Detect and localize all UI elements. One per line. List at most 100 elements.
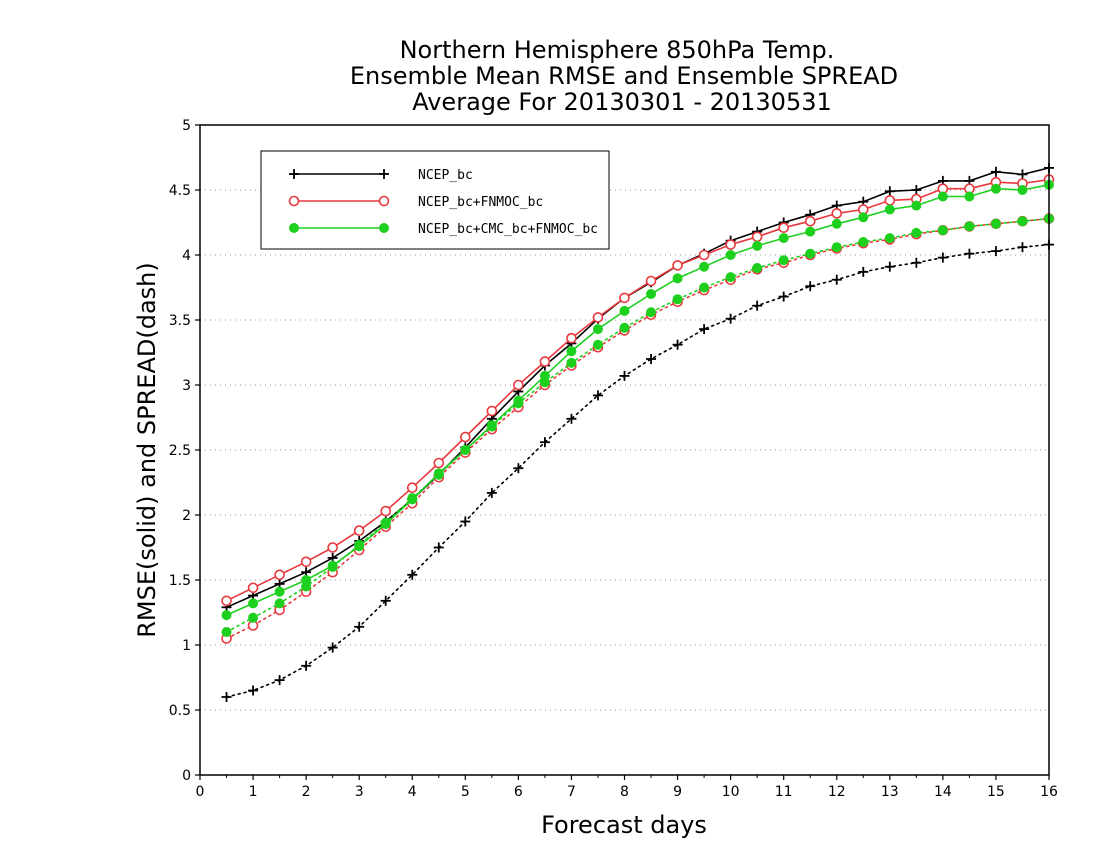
series-0-spread-point-13: [566, 413, 577, 424]
series-2-spread-point-2: [274, 598, 285, 609]
series-1-rmse-point-0: [221, 595, 232, 607]
series-2-spread-point-29: [990, 218, 1001, 229]
series-0-spread-point-26: [911, 257, 922, 268]
series-0-spread-point-21: [778, 291, 789, 302]
y-tick-label-4: 2: [182, 508, 191, 524]
series-1-rmse-point-15: [619, 292, 630, 304]
series-1-rmse-point-25: [884, 195, 896, 206]
series-2-rmse-point-9: [460, 445, 471, 455]
x-tick-label-13: 13: [881, 784, 899, 800]
series-2-spread-point-14: [592, 339, 603, 350]
series-0-rmse-point-30: [1017, 169, 1028, 180]
series-2-rmse-point-15: [619, 305, 630, 316]
legend-marker-end-2: [379, 223, 389, 233]
series-2-rmse-point-1: [248, 598, 259, 609]
x-tick-label-14: 14: [934, 784, 952, 800]
legend: NCEP_bc NCEP_bc+FNMOC_bc NCEP_bc+CMC_bc+FN…: [260, 150, 610, 250]
series-0-spread-line: [225, 243, 1050, 698]
series-2-spread-point-15: [619, 322, 630, 333]
series-2-rmse-point-28: [964, 191, 975, 202]
series-0-spread-point-24: [858, 266, 869, 277]
series-0-spread-point-10: [486, 487, 497, 498]
series-2-spread-point-24: [858, 237, 869, 247]
series-1-rmse-point-3: [300, 556, 312, 568]
series-2-spread-point-1: [248, 612, 259, 623]
y-tick-label-9: 4.5: [169, 183, 191, 199]
x-tick-label-8: 8: [620, 784, 629, 800]
series-2-spread-point-22: [805, 248, 816, 259]
series-1-rmse-point-20: [751, 231, 763, 243]
series-2-spread-point-19: [725, 272, 736, 283]
series-2-spread-point-23: [831, 242, 842, 253]
series-1-rmse-point-14: [592, 312, 604, 323]
series-2-spread-point-21: [778, 255, 789, 266]
series-0-spread-point-16: [646, 354, 657, 364]
series-1-rmse-point-1: [247, 582, 259, 594]
series-2-rmse-point-22: [805, 226, 816, 237]
legend-label-0: NCEP_bc: [418, 168, 473, 183]
series-2-spread-point-28: [964, 221, 975, 232]
x-tick-label-0: 0: [196, 784, 205, 800]
y-tick-label-10: 5: [182, 118, 191, 134]
series-0-spread-point-8: [433, 542, 444, 553]
series-2-rmse-point-21: [778, 233, 789, 244]
series-1-rmse-point-22: [804, 215, 816, 227]
series-0-spread-point-30: [1017, 242, 1028, 253]
series-2-rmse-point-18: [699, 261, 710, 272]
series-1-rmse-point-7: [406, 482, 418, 494]
series-2-rmse-point-14: [592, 324, 603, 335]
legend-marker-end-1: [378, 195, 390, 207]
series-2-spread-point-30: [1017, 216, 1028, 227]
series-2-spread-point-20: [752, 263, 763, 273]
series-1-rmse-point-23: [831, 208, 843, 219]
series-2-rmse-point-29: [990, 183, 1001, 194]
x-tick-label-11: 11: [775, 784, 793, 800]
series-0-spread-point-1: [248, 685, 259, 696]
series-2-rmse-point-12: [539, 370, 550, 381]
series-2-rmse-point-17: [672, 273, 683, 284]
series-2-rmse-point-26: [911, 200, 922, 211]
series-2-spread-point-17: [672, 294, 683, 305]
series-0-spread-point-2: [274, 675, 285, 686]
x-tick-label-7: 7: [567, 784, 576, 800]
x-tick-label-2: 2: [302, 784, 311, 800]
series-layer: [221, 162, 1055, 702]
series-1-rmse-point-8: [433, 457, 445, 469]
series-2-rmse-point-10: [486, 420, 497, 431]
series-2-rmse-point-16: [646, 289, 657, 299]
series-2-rmse-point-2: [274, 586, 285, 597]
series-0-spread-point-4: [327, 642, 338, 653]
y-tick-label-2: 1: [182, 638, 191, 654]
series-1-rmse-point-17: [672, 260, 683, 271]
x-tick-label-12: 12: [828, 784, 846, 800]
y-tick-label-3: 1.5: [169, 573, 191, 589]
x-tick-label-1: 1: [249, 784, 258, 800]
title-line-3: Average For 20130301 - 20130531: [412, 88, 832, 116]
series-0-spread-point-22: [805, 281, 816, 292]
legend-box: [260, 150, 610, 250]
series-2-rmse-point-5: [354, 541, 365, 552]
series-1-rmse-point-19: [725, 239, 736, 250]
series-0-spread-point-11: [513, 463, 524, 474]
x-tick-label-6: 6: [514, 784, 523, 800]
series-2-rmse-point-11: [513, 395, 524, 406]
series-2-rmse-point-13: [566, 346, 577, 357]
legend-marker-start-0: [289, 169, 299, 179]
y-tick-label-5: 2.5: [169, 443, 191, 459]
series-2-rmse-point-24: [858, 212, 869, 223]
x-tick-label-3: 3: [355, 784, 364, 800]
y-axis-title: RMSE(solid) and SPREAD(dash): [133, 262, 161, 638]
series-1-rmse-point-6: [380, 505, 392, 517]
series-1-rmse-point-9: [460, 431, 471, 443]
series-0-spread-point-28: [964, 248, 975, 259]
series-0-spread-point-27: [937, 252, 948, 263]
series-2-rmse-point-7: [407, 494, 418, 505]
series-1-rmse-point-2: [274, 569, 285, 581]
series-0-spread-point-5: [354, 621, 365, 632]
series-2-spread-point-13: [566, 357, 577, 368]
series-0-spread-point-19: [725, 313, 736, 324]
series-2-rmse-point-4: [327, 560, 338, 571]
series-2-rmse-point-27: [937, 191, 948, 202]
series-1-rmse-point-13: [566, 332, 577, 344]
